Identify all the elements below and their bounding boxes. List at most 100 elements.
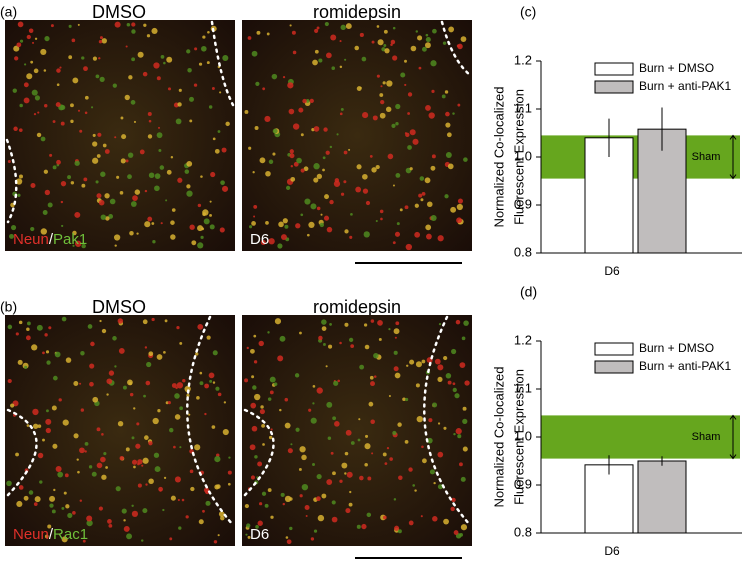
- cell: [447, 380, 452, 385]
- cell: [371, 167, 377, 173]
- cell: [136, 422, 140, 426]
- cell: [204, 383, 210, 389]
- cell: [290, 165, 294, 168]
- cell: [109, 198, 116, 205]
- cell: [421, 359, 426, 364]
- cell: [175, 386, 178, 390]
- image-title: DMSO: [92, 297, 146, 317]
- cell: [262, 87, 266, 91]
- cell: [75, 240, 82, 247]
- cell: [415, 383, 420, 388]
- cell: [397, 529, 402, 534]
- cell: [37, 424, 42, 429]
- cell: [32, 423, 39, 429]
- cell: [48, 326, 52, 330]
- legend-label: Burn + DMSO: [639, 61, 714, 75]
- cell: [62, 419, 69, 426]
- cell: [209, 379, 213, 383]
- cell: [194, 444, 201, 451]
- cell: [319, 222, 325, 228]
- cell: [217, 130, 221, 133]
- cell: [253, 215, 256, 218]
- cell: [26, 424, 30, 427]
- cell: [137, 483, 142, 488]
- cell: [56, 83, 60, 87]
- cell: [388, 328, 391, 331]
- cell: [395, 103, 401, 110]
- cell: [304, 504, 310, 510]
- cell: [421, 46, 427, 52]
- cell: [246, 523, 251, 528]
- cell: [282, 502, 286, 506]
- cell: [166, 56, 173, 63]
- cell: [339, 112, 343, 116]
- cell: [394, 336, 397, 339]
- cell: [310, 203, 317, 210]
- sham-label: Sham: [692, 431, 721, 443]
- cell: [340, 107, 344, 111]
- cell: [19, 103, 23, 108]
- cell: [177, 177, 183, 183]
- cell: [84, 450, 87, 453]
- cell: [299, 446, 306, 453]
- cell: [416, 415, 423, 423]
- cell: [369, 155, 373, 158]
- cell: [54, 351, 61, 358]
- stain-name: Neun: [13, 526, 49, 543]
- cell: [362, 173, 368, 180]
- sham-label: Sham: [692, 151, 721, 163]
- cell: [300, 133, 304, 137]
- cell: [454, 393, 460, 399]
- cell: [303, 166, 309, 172]
- cell: [313, 177, 319, 183]
- cell: [74, 160, 80, 166]
- cell: [228, 456, 231, 459]
- cell: [394, 372, 401, 379]
- cell: [300, 168, 305, 173]
- cell: [359, 364, 365, 370]
- cell: [80, 408, 85, 412]
- cell: [26, 73, 33, 80]
- cell: [209, 200, 212, 203]
- cell: [18, 485, 24, 490]
- cell: [43, 169, 49, 174]
- cell: [143, 23, 147, 27]
- cell: [418, 66, 422, 70]
- cell: [214, 456, 221, 463]
- cell: [98, 506, 103, 511]
- cell: [345, 508, 351, 514]
- cell: [104, 193, 110, 199]
- cell: [412, 138, 419, 145]
- cell: [152, 240, 156, 244]
- cell: [45, 350, 50, 354]
- cell: [61, 506, 65, 510]
- cell: [322, 156, 326, 160]
- cell: [137, 51, 144, 58]
- cell: [244, 110, 249, 114]
- cell: [314, 49, 319, 54]
- cell: [220, 180, 225, 185]
- cell: [457, 434, 462, 439]
- cell: [327, 436, 332, 441]
- cell: [451, 348, 457, 355]
- cell: [254, 455, 258, 459]
- cell: [82, 539, 86, 543]
- cell: [73, 433, 79, 439]
- cell: [339, 341, 342, 345]
- cell: [452, 387, 457, 393]
- cell: [325, 150, 330, 155]
- cell: [49, 153, 53, 157]
- cell: [51, 405, 57, 411]
- cell: [425, 37, 431, 43]
- cell: [32, 408, 39, 416]
- cell: [202, 212, 207, 217]
- cell: [316, 26, 320, 30]
- cell: [248, 146, 252, 150]
- cell: [262, 443, 265, 446]
- cell: [259, 502, 263, 506]
- cell: [86, 519, 93, 527]
- cell: [169, 537, 173, 541]
- image-title: DMSO: [92, 2, 146, 22]
- cell: [18, 320, 23, 325]
- cell: [384, 48, 390, 54]
